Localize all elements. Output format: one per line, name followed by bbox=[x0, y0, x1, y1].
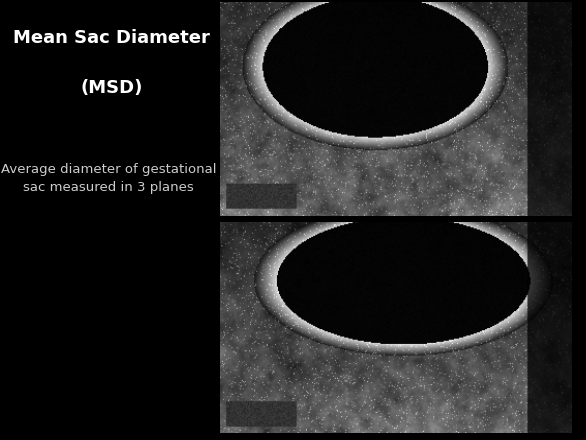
Text: (MSD): (MSD) bbox=[80, 79, 142, 97]
Text: Mean Sac Diameter: Mean Sac Diameter bbox=[13, 29, 210, 47]
Text: Average diameter of gestational
sac measured in 3 planes: Average diameter of gestational sac meas… bbox=[1, 163, 216, 194]
Text: meansa2.gif: meansa2.gif bbox=[252, 417, 334, 430]
